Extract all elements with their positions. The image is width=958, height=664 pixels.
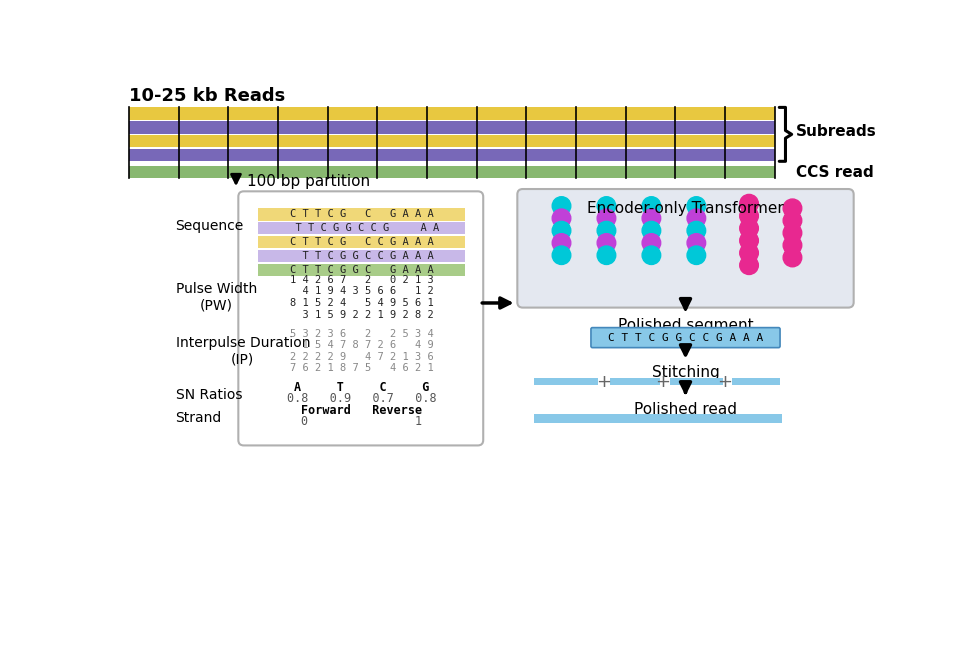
Circle shape bbox=[740, 219, 759, 238]
FancyBboxPatch shape bbox=[517, 189, 854, 307]
Text: A     T     C     G: A T C G bbox=[294, 381, 429, 394]
Text: C T T C G   C C G A A A: C T T C G C C G A A A bbox=[289, 237, 433, 247]
Text: 4 1 9 4 3 5 6 6   1 2: 4 1 9 4 3 5 6 6 1 2 bbox=[289, 286, 433, 296]
Text: 1 5 4 7 8 7 2 6   4 9: 1 5 4 7 8 7 2 6 4 9 bbox=[289, 341, 433, 351]
Text: Polished segment: Polished segment bbox=[618, 318, 753, 333]
Text: 0               1: 0 1 bbox=[301, 415, 422, 428]
Text: +: + bbox=[717, 373, 732, 390]
Bar bbox=[258, 222, 466, 234]
Circle shape bbox=[642, 209, 661, 228]
Bar bbox=[258, 264, 466, 276]
Circle shape bbox=[687, 234, 706, 252]
Circle shape bbox=[597, 246, 616, 264]
Circle shape bbox=[552, 221, 571, 240]
Bar bbox=[670, 378, 722, 385]
Circle shape bbox=[597, 234, 616, 252]
FancyBboxPatch shape bbox=[591, 327, 780, 348]
Bar bbox=[258, 208, 466, 220]
Circle shape bbox=[687, 209, 706, 228]
Circle shape bbox=[642, 197, 661, 215]
Text: Sequence: Sequence bbox=[175, 219, 243, 233]
Text: 8 1 5 2 4   5 4 9 5 6 1: 8 1 5 2 4 5 4 9 5 6 1 bbox=[289, 298, 433, 308]
Bar bbox=[609, 378, 660, 385]
Circle shape bbox=[552, 246, 571, 264]
Circle shape bbox=[783, 211, 802, 230]
Circle shape bbox=[597, 209, 616, 228]
Circle shape bbox=[783, 199, 802, 218]
Circle shape bbox=[783, 236, 802, 254]
FancyBboxPatch shape bbox=[239, 191, 483, 446]
Bar bbox=[129, 122, 775, 133]
Circle shape bbox=[597, 197, 616, 215]
Circle shape bbox=[687, 221, 706, 240]
Text: 7 6 2 1 8 7 5   4 6 2 1: 7 6 2 1 8 7 5 4 6 2 1 bbox=[289, 363, 433, 373]
Text: CCS read: CCS read bbox=[796, 165, 874, 179]
Bar bbox=[732, 378, 780, 385]
Circle shape bbox=[740, 207, 759, 225]
Text: T T C G G C C G A A A: T T C G G C C G A A A bbox=[289, 251, 433, 261]
Circle shape bbox=[783, 224, 802, 242]
Circle shape bbox=[687, 246, 706, 264]
Text: C T T C G G C   G A A A: C T T C G G C G A A A bbox=[289, 265, 433, 275]
Text: C T T C G G C C G A A A: C T T C G G C C G A A A bbox=[608, 333, 764, 343]
Text: Encoder-only Transformer: Encoder-only Transformer bbox=[587, 201, 784, 216]
Bar bbox=[129, 108, 775, 120]
Bar bbox=[129, 149, 775, 161]
Text: 5 3 2 3 6   2   2 5 3 4: 5 3 2 3 6 2 2 5 3 4 bbox=[289, 329, 433, 339]
Text: 100 bp partition: 100 bp partition bbox=[247, 174, 370, 189]
Text: T T C G G C C G     A A: T T C G G C C G A A bbox=[284, 223, 440, 233]
Circle shape bbox=[597, 221, 616, 240]
Bar bbox=[535, 414, 783, 423]
Text: +: + bbox=[654, 373, 670, 390]
Text: Strand: Strand bbox=[175, 412, 222, 426]
Circle shape bbox=[552, 197, 571, 215]
Text: 2 2 2 2 9   4 7 2 1 3 6: 2 2 2 2 9 4 7 2 1 3 6 bbox=[289, 352, 433, 362]
Circle shape bbox=[642, 246, 661, 264]
Circle shape bbox=[642, 234, 661, 252]
Text: Pulse Width
(PW): Pulse Width (PW) bbox=[175, 282, 257, 312]
Text: SN Ratios: SN Ratios bbox=[175, 388, 242, 402]
Circle shape bbox=[642, 221, 661, 240]
Bar bbox=[129, 135, 775, 147]
Circle shape bbox=[740, 256, 759, 274]
Text: Polished read: Polished read bbox=[634, 402, 737, 416]
Bar bbox=[258, 236, 466, 248]
Text: 10-25 kb Reads: 10-25 kb Reads bbox=[129, 86, 285, 105]
Circle shape bbox=[552, 234, 571, 252]
Bar bbox=[129, 166, 775, 178]
Text: 3 1 5 9 2 2 1 9 2 8 2: 3 1 5 9 2 2 1 9 2 8 2 bbox=[289, 309, 433, 319]
Text: Forward   Reverse: Forward Reverse bbox=[301, 404, 422, 417]
Circle shape bbox=[687, 197, 706, 215]
Circle shape bbox=[783, 248, 802, 267]
Bar bbox=[258, 250, 466, 262]
Text: +: + bbox=[596, 373, 611, 390]
Text: C T T C G   C   G A A A: C T T C G C G A A A bbox=[289, 209, 433, 219]
Text: Interpulse Duration
(IP): Interpulse Duration (IP) bbox=[175, 336, 310, 367]
Circle shape bbox=[552, 209, 571, 228]
Text: Stitching: Stitching bbox=[651, 365, 719, 380]
Bar bbox=[535, 378, 598, 385]
Circle shape bbox=[740, 244, 759, 262]
Text: Subreads: Subreads bbox=[796, 124, 878, 139]
Circle shape bbox=[740, 231, 759, 250]
Text: 0.8   0.9   0.7   0.8: 0.8 0.9 0.7 0.8 bbox=[286, 392, 436, 405]
Text: 1 4 2 6 7   2   0 2 1 3: 1 4 2 6 7 2 0 2 1 3 bbox=[289, 275, 433, 285]
Circle shape bbox=[740, 195, 759, 213]
